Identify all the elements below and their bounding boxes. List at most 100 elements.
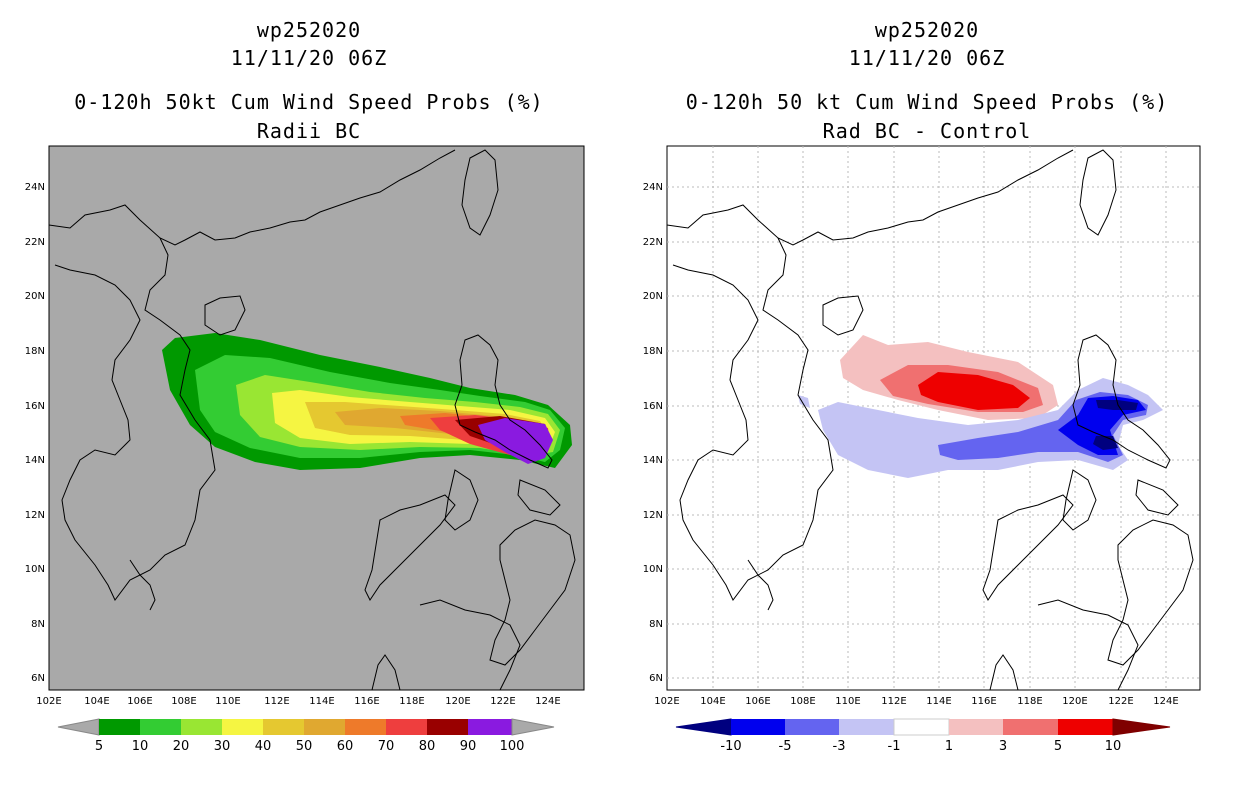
left-map-figure: 24N 22N 20N 18N 16N 14N 12N 10N 8N 6N 10… [25,145,585,754]
lon-label: 114E [926,696,951,707]
colorbar-label: -3 [833,739,846,754]
lon-label: 110E [215,696,240,707]
right-lon-labels: 102E 104E 106E 108E 110E 112E 114E 116E … [654,696,1178,707]
colorbar-under-triangle [675,718,732,736]
lat-label: 16N [25,401,45,412]
lat-label: 12N [25,510,45,521]
lat-label: 20N [25,291,45,302]
colorbar-swatch [181,719,222,735]
colorbar-swatch [345,719,386,735]
colorbar-label: 90 [460,739,477,754]
colorbar-label: -1 [888,739,901,754]
colorbar-label: 60 [337,739,354,754]
colorbar-swatch [427,719,468,735]
diff-negative-1-3-speck [798,395,810,408]
colorbar-swatch [731,719,785,735]
colorbar-swatch [785,719,839,735]
diff-negative-5-10 [1058,396,1146,455]
colorbar-label: -5 [779,739,792,754]
colorbar-swatch [99,719,140,735]
lat-label: 20N [643,291,663,302]
right-storm-id: wp252020 [874,18,980,42]
colorbar-label: -10 [720,739,741,754]
swath-band-90-100 [478,418,553,464]
lat-label: 16N [643,401,663,412]
lat-label: 24N [643,182,663,193]
colorbar-swatch [468,719,512,735]
lon-label: 102E [654,696,679,707]
lon-label: 118E [399,696,424,707]
colorbar-label: 30 [214,739,231,754]
right-product-title: 0-120h 50 kt Cum Wind Speed Probs (%) [685,90,1169,114]
left-datetime: 11/11/20 06Z [230,46,388,70]
colorbar-label: 3 [999,739,1007,754]
diff-negative-gt10 [1093,400,1138,450]
lon-label: 122E [490,696,515,707]
colorbar-under-triangle [57,718,100,736]
diff-positive-5-10 [918,372,1030,410]
colorbar-label: 80 [419,739,436,754]
right-axes: 24N 22N 20N 18N 16N 14N 12N 10N 8N 6N 10… [643,182,1179,707]
colorbar-label: 10 [1105,739,1122,754]
lon-label: 108E [171,696,196,707]
lat-label: 10N [643,564,663,575]
lat-label: 14N [25,455,45,466]
lon-label: 104E [84,696,109,707]
colorbar-label: 40 [255,739,272,754]
lon-label: 118E [1017,696,1042,707]
colorbar-swatch [1058,719,1113,735]
lat-label: 14N [643,455,663,466]
colorbar-label: 10 [132,739,149,754]
lon-label: 106E [127,696,152,707]
right-datetime: 11/11/20 06Z [848,46,1006,70]
colorbar-swatch [140,719,181,735]
lat-label: 22N [643,237,663,248]
left-axes: 24N 22N 20N 18N 16N 14N 12N 10N 8N 6N 10… [25,182,561,707]
lon-label: 106E [745,696,770,707]
lat-label: 18N [643,346,663,357]
lon-label: 108E [790,696,815,707]
colorbar-swatch [263,719,304,735]
colorbar-label: 5 [95,739,103,754]
lat-label: 6N [31,673,45,684]
colorbar-swatch [949,719,1003,735]
lon-label: 116E [971,696,996,707]
colorbar-label: 20 [173,739,190,754]
lon-label: 102E [36,696,61,707]
lat-label: 12N [643,510,663,521]
lon-label: 104E [700,696,725,707]
left-product-title: 0-120h 50kt Cum Wind Speed Probs (%) [74,90,544,114]
lat-label: 10N [25,564,45,575]
lon-label: 120E [1062,696,1087,707]
colorbar-label: 100 [500,739,525,754]
right-difference-field [798,335,1163,478]
right-coastlines [666,149,1194,691]
right-panel: wp252020 11/11/20 06Z 0-120h 50 kt Cum W… [618,0,1236,800]
left-storm-id: wp252020 [256,18,362,42]
colorbar-swatch [839,719,894,735]
left-subtitle: Radii BC [256,119,362,143]
lat-label: 18N [25,346,45,357]
colorbar-label: 1 [945,739,953,754]
left-coastlines [48,149,576,691]
colorbar-over-triangle [511,718,555,736]
lon-label: 114E [309,696,334,707]
left-panel: wp252020 11/11/20 06Z 0-120h 50kt Cum Wi… [25,18,585,754]
colorbar-label: 5 [1054,739,1062,754]
colorbar-label: 50 [296,739,313,754]
lon-label: 122E [1108,696,1133,707]
lon-label: 112E [264,696,289,707]
right-lat-labels: 24N 22N 20N 18N 16N 14N 12N 10N 8N 6N [643,182,663,684]
lat-label: 22N [25,237,45,248]
left-colorbar: 5 10 20 30 40 50 60 70 80 90 100 [57,718,555,754]
lon-label: 124E [535,696,560,707]
colorbar-over-triangle [1112,718,1171,736]
lat-label: 8N [31,619,45,630]
colorbar-swatch [386,719,427,735]
right-map-figure: 24N 22N 20N 18N 16N 14N 12N 10N 8N 6N 10… [643,145,1201,754]
colorbar-label: 70 [378,739,395,754]
left-lon-labels: 102E 104E 106E 108E 110E 112E 114E 116E … [36,696,560,707]
lon-label: 110E [835,696,860,707]
right-subtitle: Rad BC - Control [822,119,1032,143]
right-colorbar: -10 -5 -3 -1 1 3 5 10 [675,718,1171,754]
